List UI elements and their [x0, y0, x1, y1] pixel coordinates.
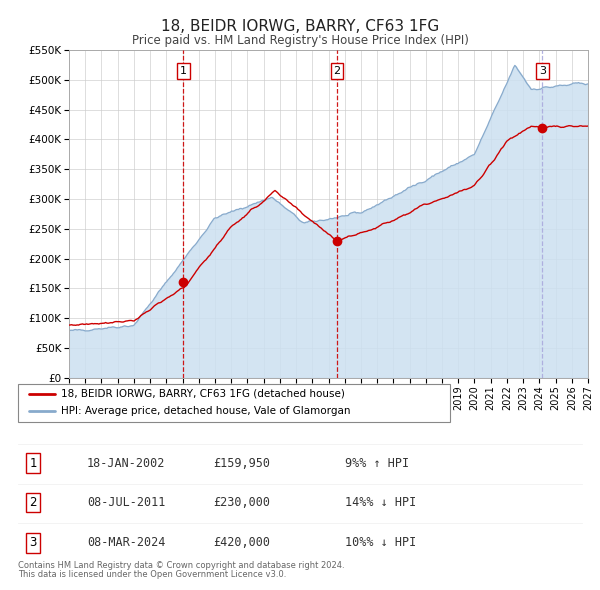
Text: 1: 1	[29, 457, 37, 470]
Text: £230,000: £230,000	[213, 496, 270, 509]
Text: 2: 2	[334, 66, 340, 76]
Text: HPI: Average price, detached house, Vale of Glamorgan: HPI: Average price, detached house, Vale…	[61, 407, 350, 417]
Text: 18, BEIDR IORWG, BARRY, CF63 1FG (detached house): 18, BEIDR IORWG, BARRY, CF63 1FG (detach…	[61, 389, 345, 399]
Text: 14%% ↓ HPI: 14%% ↓ HPI	[345, 496, 416, 509]
Text: 3: 3	[29, 536, 37, 549]
Text: This data is licensed under the Open Government Licence v3.0.: This data is licensed under the Open Gov…	[18, 570, 286, 579]
Text: 18, BEIDR IORWG, BARRY, CF63 1FG: 18, BEIDR IORWG, BARRY, CF63 1FG	[161, 19, 439, 34]
Text: 3: 3	[539, 66, 546, 76]
Text: 08-JUL-2011: 08-JUL-2011	[87, 496, 166, 509]
Text: 08-MAR-2024: 08-MAR-2024	[87, 536, 166, 549]
Text: £159,950: £159,950	[213, 457, 270, 470]
Text: 2: 2	[29, 496, 37, 509]
Text: 18-JAN-2002: 18-JAN-2002	[87, 457, 166, 470]
Text: 10%% ↓ HPI: 10%% ↓ HPI	[345, 536, 416, 549]
Text: 9%% ↑ HPI: 9%% ↑ HPI	[345, 457, 409, 470]
Text: Contains HM Land Registry data © Crown copyright and database right 2024.: Contains HM Land Registry data © Crown c…	[18, 560, 344, 569]
Text: £420,000: £420,000	[213, 536, 270, 549]
Text: 1: 1	[180, 66, 187, 76]
Text: Price paid vs. HM Land Registry's House Price Index (HPI): Price paid vs. HM Land Registry's House …	[131, 34, 469, 47]
